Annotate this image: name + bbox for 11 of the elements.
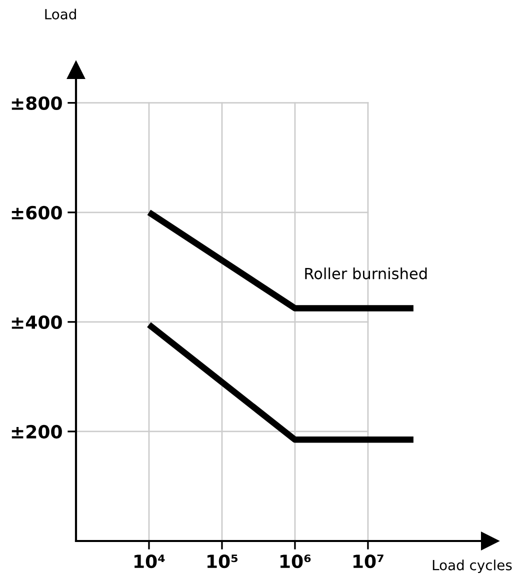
- x-tick-label: 10⁷: [353, 554, 384, 568]
- annotation: Roller burnished: [305, 267, 427, 280]
- x-tick-label: 10⁴: [134, 554, 165, 568]
- y-tick-label: ±600: [12, 206, 62, 220]
- x-tick-label: 10⁶: [280, 554, 311, 568]
- x-tick-label: 10⁵: [208, 554, 238, 568]
- y-tick-label: ±200: [12, 424, 62, 439]
- y-axis-title: Load: [45, 8, 76, 20]
- x-axis-title: Load cycles: [432, 560, 512, 574]
- y-tick-label: ±800: [12, 96, 62, 110]
- y-tick-label: ±400: [12, 315, 62, 330]
